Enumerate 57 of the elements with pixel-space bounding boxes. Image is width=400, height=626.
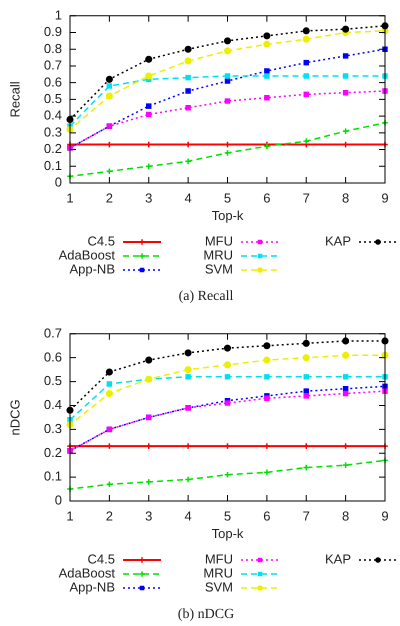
y-tick-label: 0 bbox=[54, 174, 62, 190]
x-tick-label: 8 bbox=[342, 508, 350, 524]
y-tick-label: 0.4 bbox=[44, 108, 62, 123]
x-axis-title: Top-k bbox=[212, 208, 244, 223]
y-tick-label: 0.6 bbox=[44, 74, 62, 90]
legend-label: App-NB bbox=[69, 580, 115, 595]
y-tick-label: 0.4 bbox=[44, 397, 62, 412]
y-tick-label: 0 bbox=[54, 492, 62, 508]
x-tick-label: 4 bbox=[184, 508, 192, 524]
y-tick-label: 0.1 bbox=[44, 468, 62, 484]
legend-label: App-NB bbox=[69, 262, 115, 277]
x-axis-title: Top-k bbox=[212, 526, 244, 541]
x-tick-label: 1 bbox=[66, 508, 74, 524]
x-tick-label: 7 bbox=[302, 508, 310, 524]
y-tick-label: 0.7 bbox=[44, 58, 62, 73]
legend-label: C4.5 bbox=[88, 234, 115, 249]
y-axis-title: nDCG bbox=[7, 399, 22, 436]
x-tick-label: 8 bbox=[342, 190, 350, 206]
x-tick-label: 4 bbox=[184, 190, 192, 206]
x-tick-label: 9 bbox=[381, 190, 389, 206]
legend-label: SVM bbox=[204, 580, 233, 595]
x-tick-label: 7 bbox=[302, 190, 310, 206]
x-tick-label: 5 bbox=[224, 508, 232, 524]
y-axis-title: Recall bbox=[7, 81, 22, 118]
x-tick-label: 2 bbox=[106, 508, 113, 524]
text: (b) nDCG bbox=[176, 606, 236, 624]
y-tick-label: 0.5 bbox=[44, 90, 62, 106]
x-tick-label: 3 bbox=[145, 508, 152, 524]
y-tick-label: 0.3 bbox=[44, 124, 62, 140]
legend-label: MRU bbox=[203, 566, 233, 581]
y-tick-label: 0.6 bbox=[44, 349, 62, 364]
y-tick-label: 0.2 bbox=[44, 141, 62, 156]
y-tick-label: 0.5 bbox=[44, 373, 62, 388]
x-tick-label: 6 bbox=[263, 190, 270, 206]
y-tick-label: 1 bbox=[54, 7, 62, 22]
legend-label: KAP bbox=[324, 552, 351, 567]
legend-label: MFU bbox=[204, 234, 233, 249]
legend-label: KAP bbox=[324, 234, 351, 249]
y-tick-label: 0.2 bbox=[44, 444, 62, 460]
legend-label: C4.5 bbox=[88, 552, 115, 567]
x-tick-label: 3 bbox=[145, 190, 152, 206]
x-tick-label: 9 bbox=[381, 508, 389, 524]
x-tick-label: 5 bbox=[224, 190, 232, 206]
legend-label: SVM bbox=[204, 262, 233, 277]
x-tick-label: 6 bbox=[263, 508, 270, 524]
y-tick-label: 0.9 bbox=[44, 24, 62, 40]
y-tick-label: 0.8 bbox=[44, 40, 62, 56]
legend-label: AdaBoost bbox=[58, 566, 116, 581]
legend-label: MRU bbox=[203, 248, 233, 263]
legend-label: AdaBoost bbox=[58, 248, 116, 263]
y-tick-label: 0.1 bbox=[44, 158, 62, 173]
y-tick-label: 0.7 bbox=[44, 325, 62, 340]
legend-label: MFU bbox=[204, 552, 233, 567]
y-tick-label: 0.3 bbox=[44, 420, 62, 436]
x-tick-label: 2 bbox=[106, 190, 113, 206]
x-tick-label: 1 bbox=[66, 190, 74, 206]
text: (a) Recall bbox=[178, 288, 234, 306]
